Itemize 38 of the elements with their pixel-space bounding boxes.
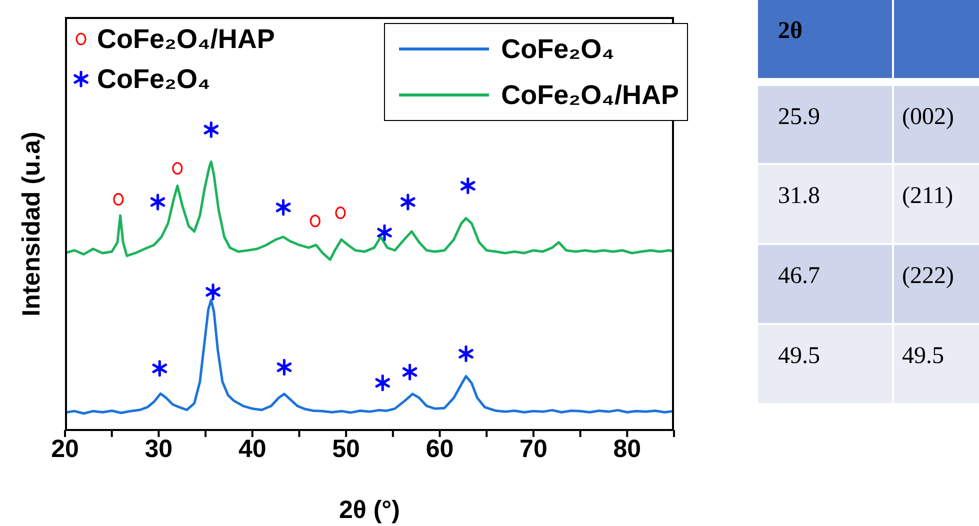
point (375, 374, 390, 392)
point (460, 178, 476, 194)
point (400, 194, 416, 210)
point (402, 364, 418, 380)
x-tick-label: 50 (332, 434, 360, 463)
legend-label: CoFe₂O₄/HAP (97, 24, 275, 54)
x-tick-label: 60 (426, 434, 454, 463)
text: (002) (894, 86, 979, 163)
legend-label: CoFe₂O₄ (501, 34, 614, 64)
point (276, 358, 292, 376)
point (152, 360, 167, 377)
legend-label: CoFe₂O₄/HAP (501, 80, 679, 110)
x-tick-label: 80 (613, 434, 642, 463)
x-tick-label: 40 (238, 434, 266, 463)
x-tick-label: 20 (51, 434, 79, 463)
point (206, 284, 220, 300)
point (276, 199, 291, 216)
point (113, 193, 124, 206)
text: 31.8 (758, 165, 892, 243)
text: 46.7 (758, 245, 892, 323)
x-axis-title: 2θ (°) (338, 496, 401, 525)
text: 2θ (758, 0, 892, 78)
point (150, 194, 166, 210)
point (204, 121, 219, 138)
x-tick-label: 30 (144, 434, 173, 463)
text: 49.5 (894, 325, 979, 403)
point (172, 162, 183, 175)
x-tick-label: 70 (520, 434, 548, 463)
text: 25.9 (758, 86, 892, 163)
point (377, 224, 392, 241)
point (458, 345, 474, 362)
text: (211) (894, 165, 979, 243)
text: (222) (894, 245, 979, 323)
y-axis-title: Intensidad (u.a) (18, 131, 46, 316)
legend-label: CoFe₂O₄ (97, 64, 210, 94)
point (310, 214, 320, 228)
text: 49.5 (758, 325, 892, 403)
point (335, 206, 346, 220)
